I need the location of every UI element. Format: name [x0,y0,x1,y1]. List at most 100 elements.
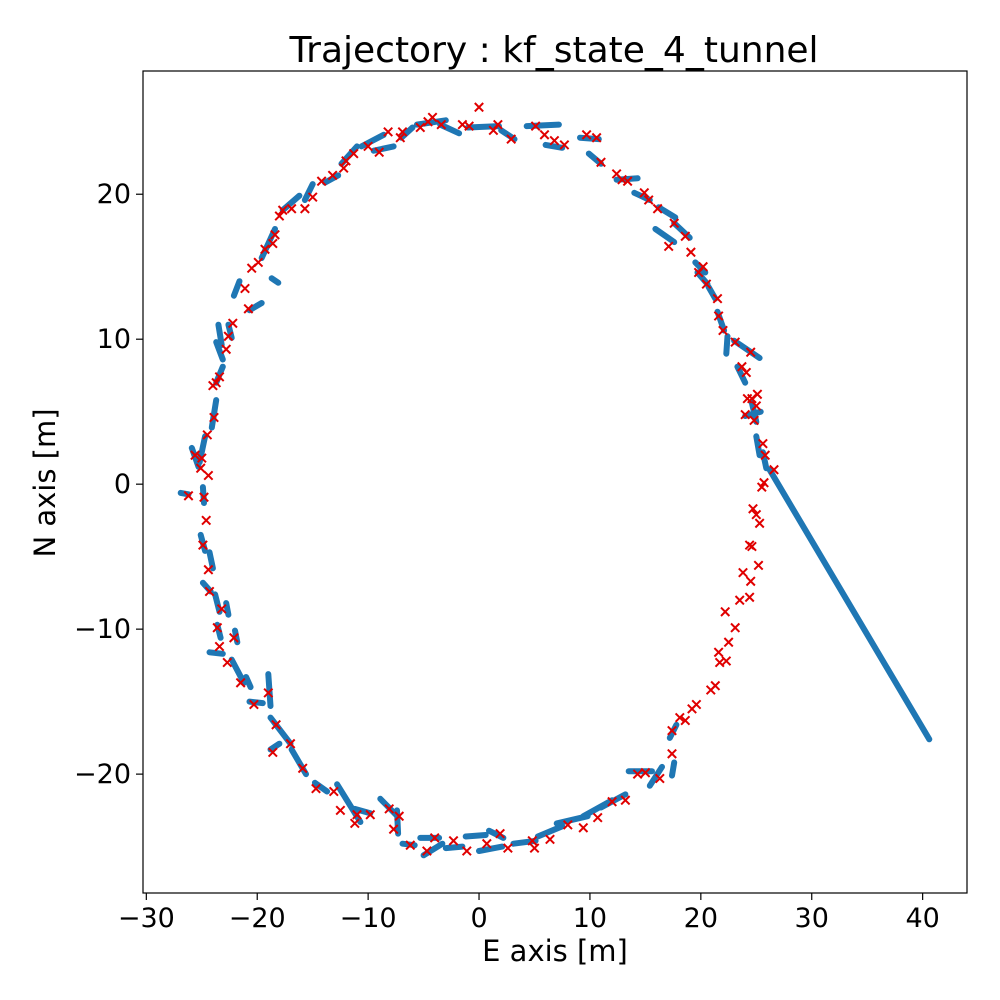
estimate-segment [462,832,489,840]
observation-marker [502,843,513,854]
estimate-segment [420,840,446,859]
observation-marker [663,241,674,252]
observation-marker [204,586,215,597]
observation-marker [748,503,758,514]
observation-marker [734,595,745,606]
observation-marker [214,641,225,652]
observation-marker [693,267,704,278]
estimate-segment [206,649,226,657]
observation-marker [196,453,207,464]
observation-marker [421,846,432,856]
observation-marker [667,725,677,736]
estimate-segment [334,781,364,825]
observation-marker [701,279,712,290]
estimate-segment [230,278,243,299]
observation-marker [267,747,278,758]
observation-marker [611,168,622,179]
estimate-segment [208,397,220,431]
estimate-segment [223,600,232,618]
observation-marker [740,409,751,420]
estimate-segment [464,123,502,131]
observation-marker [474,102,484,113]
estimate-segment [723,333,731,357]
observation-marker [669,218,680,229]
x-tick-label: −10 [340,903,397,934]
observation-marker [429,832,440,843]
estimate-segment [534,823,566,840]
observation-marker [738,567,748,578]
x-tick-label: −30 [118,903,175,934]
observation-marker [235,677,246,688]
observation-marker [214,371,225,382]
observation-marker [195,463,206,474]
observation-marker [713,311,724,321]
observation-marker [640,767,651,778]
observation-marker [246,263,257,274]
observation-marker [227,318,238,329]
observation-marker [199,492,209,503]
observation-marker [263,687,274,698]
observation-marker [578,822,589,833]
estimate-segment [243,674,254,691]
x-tick-label: −20 [229,903,286,934]
observation-marker [691,699,702,710]
observation-marker [388,824,399,835]
observation-marker [349,818,360,829]
observation-marker [352,809,362,820]
estimate-segment [213,339,226,363]
estimate-segment [228,656,247,686]
estimate-segment [442,843,466,852]
plot-frame [142,70,968,894]
observation-marker [720,606,731,617]
observation-marker [274,211,285,221]
observation-marker [745,576,756,587]
estimate-segment [652,226,678,246]
observation-marker [746,541,757,552]
observation-marker [674,712,685,723]
estimate-segment [212,591,223,615]
observation-marker [341,155,351,166]
observation-marker [243,303,254,314]
observation-marker [203,470,214,481]
observation-marker [654,773,665,784]
observation-marker [685,247,696,258]
observation-marker [286,203,297,214]
observation-marker [212,622,223,633]
estimate-segment [321,172,342,186]
observation-marker [405,840,416,851]
observation-marker [328,786,339,797]
observation-marker [240,283,250,294]
estimate-segment [413,117,449,128]
observation-marker [545,834,555,845]
observation-marker [562,819,573,830]
observation-marker [248,699,259,710]
observation-marker [260,244,270,255]
observation-marker [760,450,771,461]
estimate-segment [753,433,763,459]
observation-marker [652,203,663,214]
observation-marker [591,132,602,143]
observation-marker [529,843,540,854]
observation-marker [639,187,650,198]
observation-marker [751,509,762,520]
observation-marker [297,763,308,774]
observation-marker [736,361,747,372]
observation-marker [415,122,426,133]
observation-marker [495,828,506,839]
x-tick-label: 0 [470,903,487,934]
observation-marker [374,147,385,158]
estimate-segment [215,321,225,348]
observation-marker [457,119,468,130]
plot-area [177,102,933,859]
observation-marker [285,738,296,749]
observation-marker [384,803,395,814]
x-axis-ticks: −30 −20 −10 0 10 20 30 40 [118,893,940,934]
estimate-segment [246,300,265,314]
observation-marker [348,148,359,159]
observation-marker [397,126,408,137]
observation-marker [559,139,570,150]
observation-marker [488,125,499,136]
observation-marker [723,637,734,648]
x-tick-label: 40 [905,903,939,934]
